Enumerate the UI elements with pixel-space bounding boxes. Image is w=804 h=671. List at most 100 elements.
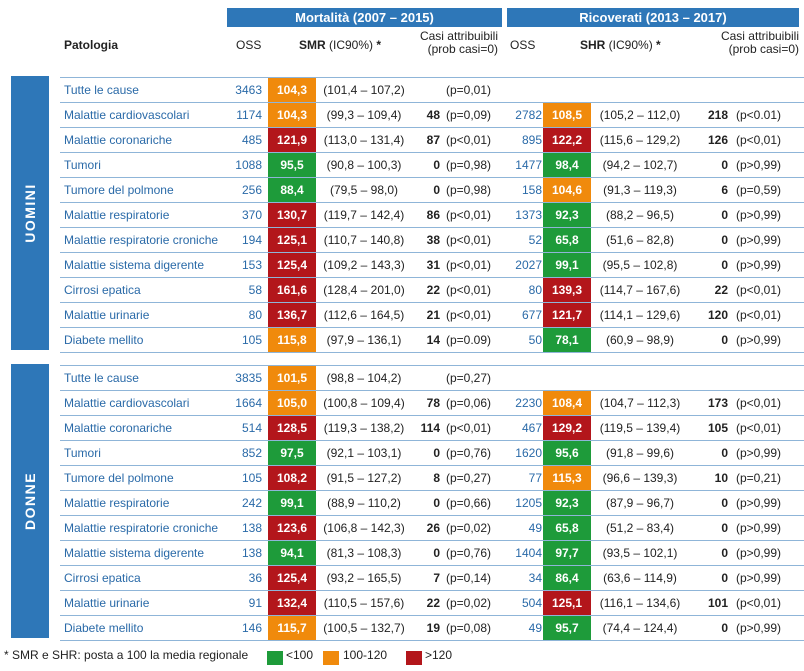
p-mortalita-cell: (p<0,01): [446, 258, 492, 272]
oss-mortalita-cell: 370: [241, 208, 262, 222]
casi-ricoverati-cell: 0: [721, 233, 728, 247]
donne-label: DONNE: [11, 364, 49, 638]
ci-mortalita-cell: (113,0 – 131,4): [323, 133, 405, 147]
ci-mortalita-cell: (88,9 – 110,2): [327, 496, 401, 510]
ci-mortalita-cell: (90,8 – 100,3): [326, 158, 402, 172]
shr-value-box: 108,5: [543, 103, 591, 127]
casi-ricoverati-cell: 0: [721, 571, 728, 585]
p-mortalita-cell: (p=0,01): [446, 83, 492, 97]
p-mortalita-cell: (p=0,08): [446, 621, 492, 635]
casi-ricoverati-cell: 10: [714, 471, 728, 485]
smr-value-box: 115,8: [268, 328, 316, 352]
smr-value-box: 88,4: [268, 178, 316, 202]
row-divider: [60, 540, 804, 541]
ci-mortalita-cell: (110,7 – 140,8): [323, 233, 405, 247]
casi-ricoverati-cell: 22: [714, 283, 728, 297]
ci-ricoverati-cell: [594, 366, 686, 391]
shr-value-box: 122,2: [543, 128, 591, 152]
shr-value-box: 139,3: [543, 278, 591, 302]
patologia-cell: Tumori: [64, 158, 101, 172]
p-mortalita-cell: (p=0,76): [446, 446, 492, 460]
p-ricoverati-cell: (p>0,99): [736, 158, 782, 172]
oss-mortalita-cell: 194: [241, 233, 262, 247]
ci-ricoverati-cell: (51,6 – 82,8): [605, 233, 675, 247]
oss-mortalita-cell: 256: [241, 183, 262, 197]
shr-value-box: 129,2: [543, 416, 591, 440]
row-divider: [60, 490, 804, 491]
smr-value-box: 97,5: [268, 441, 316, 465]
ci-ricoverati-cell: (96,6 – 139,3): [602, 471, 678, 485]
row-divider: [60, 440, 804, 441]
oss-mortalita-cell: 514: [241, 421, 262, 435]
casi-ricoverati-cell: 0: [721, 496, 728, 510]
row-divider: [60, 152, 804, 153]
ci-ricoverati-cell: (119,5 – 139,4): [599, 421, 681, 435]
patologia-cell: Malattie coronariche: [64, 421, 173, 435]
ci-ricoverati-cell: (104,7 – 112,3): [599, 396, 681, 410]
ci-ricoverati-cell: (88,2 – 96,5): [605, 208, 675, 222]
ci-mortalita-cell: (91,5 – 127,2): [326, 471, 402, 485]
oss-mortalita-cell: 485: [241, 133, 262, 147]
p-ricoverati-cell: (p=0,59): [736, 183, 782, 197]
ci-ricoverati-cell: (87,9 – 96,7): [605, 496, 675, 510]
ci-mortalita-cell: (119,3 – 138,2): [323, 421, 405, 435]
casi-mortalita-cell: 26: [426, 521, 440, 535]
shr-header: SHR (IC90%) *: [580, 38, 661, 52]
oss-mortalita-cell: 105: [241, 471, 262, 485]
row-divider: [60, 327, 804, 328]
p-ricoverati-cell: (p>0,99): [736, 571, 782, 585]
p-ricoverati-cell: (p<0,01): [736, 596, 782, 610]
oss-ricoverati-cell: 77: [528, 471, 542, 485]
shr-value-box: 115,3: [543, 466, 591, 490]
oss-mortalita-cell: 80: [248, 308, 262, 322]
uomini-label-text: UOMINI: [22, 183, 38, 243]
patologia-cell: Cirrosi epatica: [64, 571, 141, 585]
ci-mortalita-cell: (100,5 – 132,7): [323, 621, 405, 635]
oss-mortalita-cell: 852: [241, 446, 262, 460]
casi-mortalita-header-line2: (prob casi=0): [427, 42, 498, 56]
smr-value-box: 115,7: [268, 616, 316, 640]
p-ricoverati-cell: (p<0,01): [736, 283, 782, 297]
casi-ricoverati-header-line1: Casi attribuibili: [720, 29, 799, 43]
p-ricoverati-cell: (p<0,01): [736, 133, 782, 147]
ci-mortalita-cell: (100,8 – 109,4): [323, 396, 405, 410]
patologia-cell: Diabete mellito: [64, 333, 144, 347]
ricoverati-header: Ricoverati (2013 – 2017): [507, 8, 799, 27]
row-divider: [60, 302, 804, 303]
row-divider: [60, 615, 804, 616]
row-divider: [60, 252, 804, 253]
oss-ricoverati-cell: 50: [528, 333, 542, 347]
casi-mortalita-cell: 19: [426, 621, 440, 635]
oss-ricoverati-cell: 895: [521, 133, 542, 147]
patologia-cell: Tutte le cause: [64, 83, 139, 97]
smr-value-box: 161,6: [268, 278, 316, 302]
smr-header-star: *: [376, 38, 382, 52]
smr-value-box: 104,3: [268, 78, 316, 102]
patologia-cell: Diabete mellito: [64, 621, 144, 635]
p-mortalita-cell: (p=0,14): [446, 571, 492, 585]
casi-ricoverati-cell: 218: [707, 108, 728, 122]
p-mortalita-cell: (p<0,01): [446, 208, 492, 222]
oss-mortalita-cell: 1174: [236, 108, 262, 122]
oss-ricoverati-cell: 1373: [515, 208, 542, 222]
casi-mortalita-cell: 7: [433, 571, 440, 585]
patologia-cell: Malattie respiratorie: [64, 496, 170, 510]
casi-mortalita-cell: 78: [426, 396, 440, 410]
oss-ricoverati-cell: 1205: [515, 496, 542, 510]
oss-mortalita-cell: 1664: [235, 396, 262, 410]
patologia-cell: Cirrosi epatica: [64, 283, 141, 297]
p-ricoverati-cell: [736, 78, 798, 103]
p-ricoverati-cell: (p>0,99): [736, 446, 782, 460]
p-mortalita-cell: (p<0,01): [446, 421, 492, 435]
oss-mortalita-cell: 36: [248, 571, 262, 585]
smr-value-box: 136,7: [268, 303, 316, 327]
shr-value-box: 86,4: [543, 566, 591, 590]
oss-mortalita-cell: 138: [241, 521, 262, 535]
legend-note: * SMR e SHR: posta a 100 la media region…: [4, 648, 249, 662]
p-mortalita-cell: (p=0,98): [446, 183, 492, 197]
ci-ricoverati-cell: (116,1 – 134,6): [599, 596, 681, 610]
p-mortalita-cell: (p=0,27): [446, 371, 492, 385]
casi-mortalita-cell: 114: [420, 421, 440, 435]
legend-red-label: >120: [425, 648, 453, 662]
patologia-cell: Malattie cardiovascolari: [64, 396, 190, 410]
